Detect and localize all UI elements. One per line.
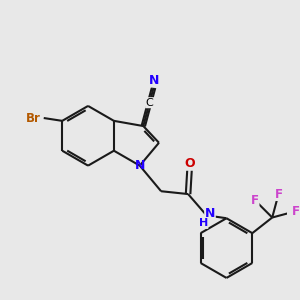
Text: Br: Br [26, 112, 41, 124]
Text: F: F [251, 194, 259, 207]
Text: H: H [199, 218, 208, 228]
Text: N: N [135, 159, 145, 172]
Text: N: N [148, 74, 159, 87]
Text: F: F [274, 188, 283, 201]
Text: F: F [292, 205, 300, 218]
Text: N: N [205, 208, 215, 220]
Text: C: C [146, 98, 153, 108]
Text: O: O [184, 157, 195, 170]
